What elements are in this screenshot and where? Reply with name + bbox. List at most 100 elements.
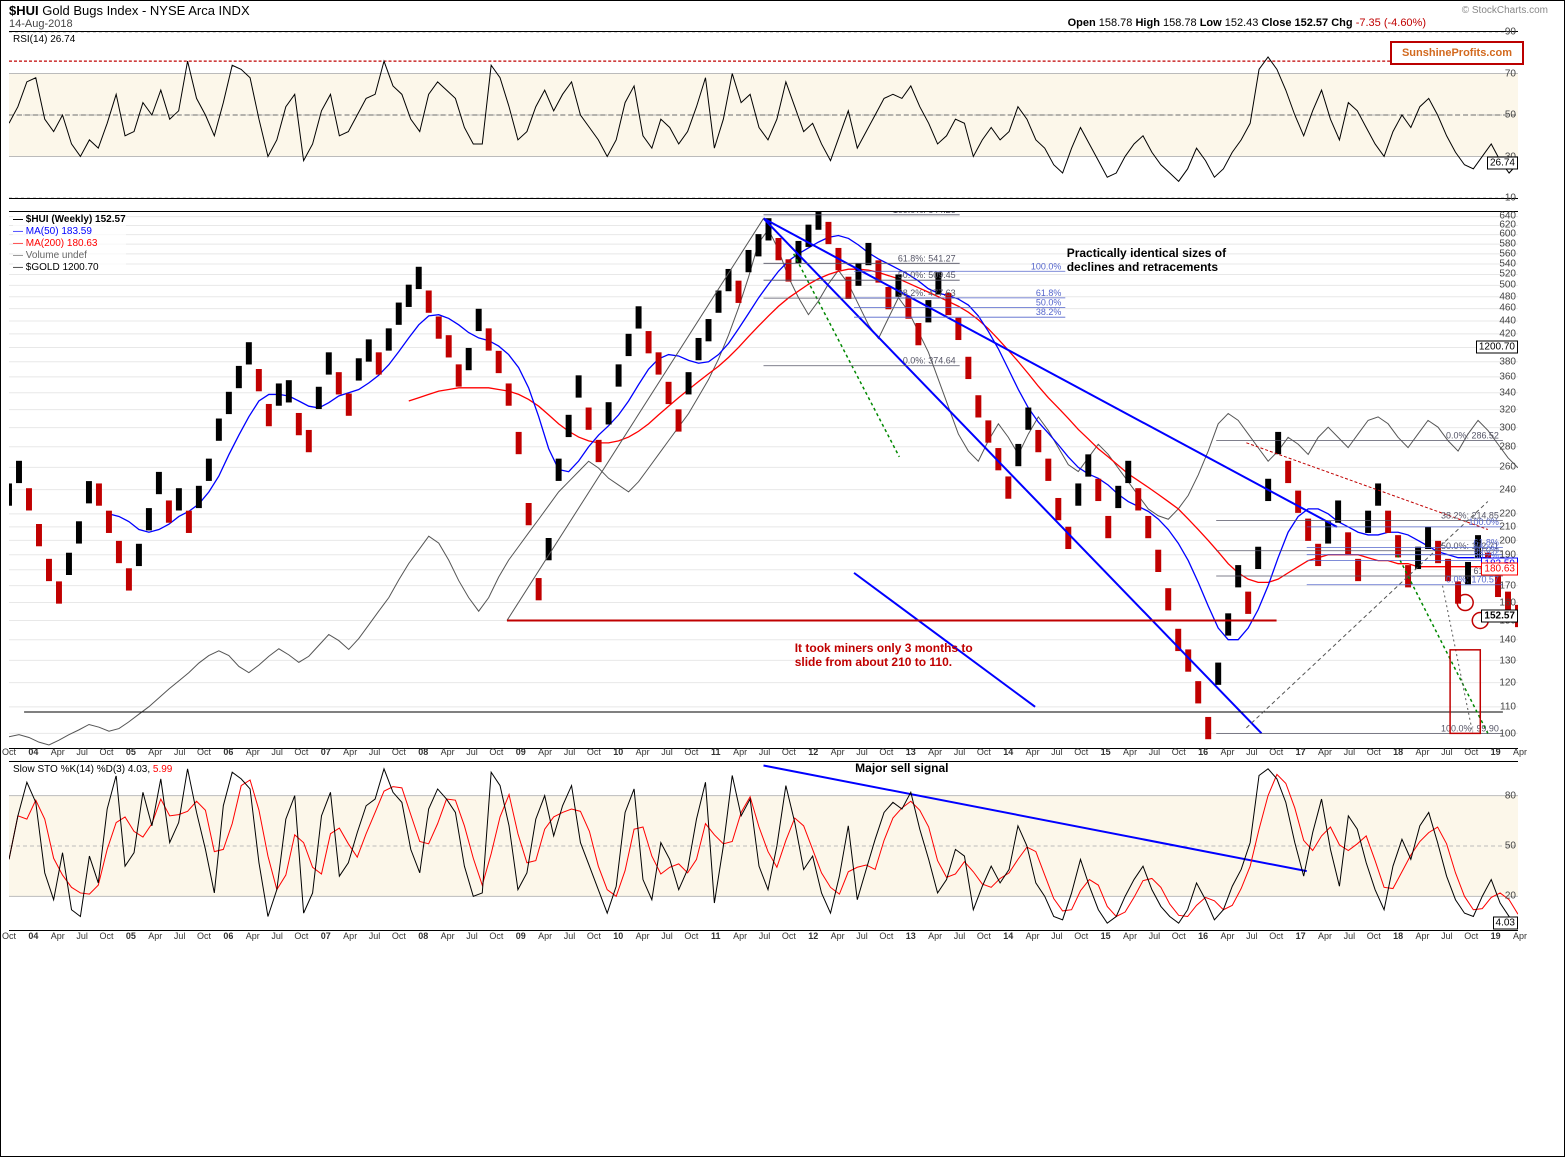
x-tick-label: Jul [954, 931, 966, 941]
x-tick-label: Jul [1246, 931, 1258, 941]
x-tick-label: 16 [1198, 931, 1208, 941]
x-tick-label: Apr [1221, 931, 1235, 941]
x-tick-label: Jul [759, 747, 771, 757]
x-tick-label: Apr [733, 747, 747, 757]
symbol: $HUI [9, 3, 39, 18]
x-tick-label: Oct [392, 931, 406, 941]
x-tick-label: Jul [1441, 747, 1453, 757]
x-tick-label: 15 [1101, 931, 1111, 941]
x-tick-label: 05 [126, 747, 136, 757]
x-tick-label: Apr [1318, 931, 1332, 941]
x-tick-label: Oct [1074, 747, 1088, 757]
svg-text:0.0%: 374.64: 0.0%: 374.64 [903, 356, 956, 366]
x-tick-label: Jul [1441, 931, 1453, 941]
x-tick-label: 10 [613, 747, 623, 757]
x-tick-label: Oct [197, 931, 211, 941]
svg-text:100.0%: 644.26: 100.0%: 644.26 [893, 212, 956, 215]
x-tick-label: Jul [856, 747, 868, 757]
x-tick-label: 14 [1003, 931, 1013, 941]
x-tick-label: Apr [831, 931, 845, 941]
svg-text:100.0%: 100.0% [1031, 261, 1061, 271]
sto-plot [9, 762, 1518, 930]
x-tick-label: Jul [466, 931, 478, 941]
x-tick-label: Apr [148, 931, 162, 941]
sto-legend: Slow STO %K(14) %D(3) 4.03, 5.99 [13, 764, 172, 776]
x-tick-label: Jul [1344, 931, 1356, 941]
sto-y-axis: 2050804.03 [1474, 762, 1518, 930]
source-attribution: © StockCharts.com [1462, 5, 1548, 16]
x-tick-label: Jul [661, 747, 673, 757]
svg-text:50.0%: 50.0% [1036, 297, 1061, 307]
x-tick-label: Apr [1318, 747, 1332, 757]
x-tick-label: 12 [808, 931, 818, 941]
x-axis-main: Oct04AprJulOct05AprJulOct06AprJulOct07Ap… [9, 747, 1518, 761]
price-y-axis: 1001101201301401501601701801902002102202… [1474, 212, 1518, 748]
x-tick-label: Oct [1269, 747, 1283, 757]
ohlc-readout: Open 158.78 High 158.78 Low 152.43 Close… [1068, 17, 1426, 29]
x-tick-label: Jul [369, 931, 381, 941]
x-tick-label: Oct [197, 747, 211, 757]
x-tick-label: 19 [1491, 931, 1501, 941]
x-tick-label: Apr [246, 931, 260, 941]
x-tick-label: Oct [977, 931, 991, 941]
x-tick-label: Apr [343, 747, 357, 757]
x-tick-label: 18 [1393, 931, 1403, 941]
svg-text:38.2%: 38.2% [1036, 307, 1061, 317]
x-tick-label: 11 [711, 931, 721, 941]
x-tick-label: 09 [516, 931, 526, 941]
x-tick-label: Oct [879, 747, 893, 757]
x-tick-label: Apr [1123, 931, 1137, 941]
x-tick-label: Jul [369, 747, 381, 757]
x-tick-label: 19 [1491, 747, 1501, 757]
x-tick-label: Apr [1221, 747, 1235, 757]
x-tick-label: Jul [174, 747, 186, 757]
x-tick-label: Oct [2, 931, 16, 941]
x-tick-label: 05 [126, 931, 136, 941]
x-tick-label: Oct [1269, 931, 1283, 941]
x-tick-label: Oct [782, 747, 796, 757]
x-tick-label: Oct [684, 931, 698, 941]
x-axis-bottom: Oct04AprJulOct05AprJulOct06AprJulOct07Ap… [9, 931, 1518, 945]
chart-header: $HUI Gold Bugs Index - NYSE Arca INDX 14… [9, 3, 1556, 31]
x-tick-label: Jul [76, 747, 88, 757]
x-tick-label: Apr [1513, 931, 1527, 941]
x-tick-label: Jul [954, 747, 966, 757]
x-tick-label: Oct [392, 747, 406, 757]
x-tick-label: Jul [174, 931, 186, 941]
x-tick-label: 11 [711, 747, 721, 757]
x-tick-label: Jul [564, 931, 576, 941]
x-tick-label: 09 [516, 747, 526, 757]
x-tick-label: Apr [1026, 747, 1040, 757]
x-tick-label: Apr [148, 747, 162, 757]
x-tick-label: Oct [1172, 747, 1186, 757]
x-tick-label: 04 [28, 931, 38, 941]
x-tick-label: Apr [928, 931, 942, 941]
svg-text:50.0%: 509.45: 50.0%: 509.45 [898, 270, 956, 280]
rsi-panel: RSI(14) 26.74 103050709026.74 [9, 31, 1518, 199]
x-tick-label: Jul [1149, 747, 1161, 757]
x-tick-label: 10 [613, 931, 623, 941]
x-tick-label: Oct [1464, 931, 1478, 941]
x-tick-label: Jul [76, 931, 88, 941]
x-tick-label: Jul [1246, 747, 1258, 757]
x-tick-label: 18 [1393, 747, 1403, 757]
x-tick-label: Oct [1074, 931, 1088, 941]
chart-title: $HUI Gold Bugs Index - NYSE Arca INDX [9, 3, 1556, 18]
x-tick-label: Apr [51, 747, 65, 757]
x-tick-label: Oct [1367, 931, 1381, 941]
x-tick-label: Apr [733, 931, 747, 941]
x-tick-label: Jul [1149, 931, 1161, 941]
stock-chart: $HUI Gold Bugs Index - NYSE Arca INDX 14… [0, 0, 1565, 1157]
x-tick-label: Apr [538, 747, 552, 757]
x-tick-label: Oct [99, 931, 113, 941]
price-plot: 100.0%: 644.2661.8%: 541.2750.0%: 509.45… [9, 212, 1518, 748]
x-tick-label: 12 [808, 747, 818, 757]
stochastic-panel: Slow STO %K(14) %D(3) 4.03, 5.99 2050804… [9, 761, 1518, 931]
x-tick-label: 04 [28, 747, 38, 757]
x-tick-label: 07 [321, 931, 331, 941]
x-tick-label: Oct [294, 931, 308, 941]
x-tick-label: Jul [856, 931, 868, 941]
x-tick-label: 15 [1101, 747, 1111, 757]
x-tick-label: 07 [321, 747, 331, 757]
x-tick-label: Jul [271, 931, 283, 941]
